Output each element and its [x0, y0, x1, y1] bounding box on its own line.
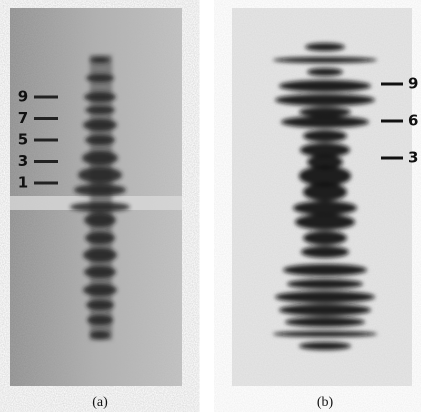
marker-label: 6: [408, 112, 418, 130]
marker-dash: [34, 182, 58, 185]
page: 97531 963 (a) (b) (() => { const data = …: [0, 0, 421, 412]
band: [299, 342, 351, 350]
marker-label: 3: [408, 149, 418, 167]
band: [70, 202, 130, 212]
band: [275, 94, 375, 106]
marker-label: 1: [18, 174, 28, 192]
band: [283, 264, 367, 276]
band: [84, 266, 116, 278]
band: [285, 317, 365, 327]
marker-label: 7: [18, 109, 28, 127]
panel-b: 9 6 3: [232, 8, 418, 386]
band: [90, 331, 110, 339]
band: [307, 68, 343, 76]
band: [305, 43, 345, 51]
marker-label: 9: [18, 88, 28, 106]
band: [83, 248, 117, 262]
band: [84, 92, 116, 102]
marker-dash: [34, 160, 58, 163]
band: [87, 315, 113, 325]
band: [303, 130, 347, 142]
marker-dash: [381, 120, 403, 123]
marker-dash: [34, 96, 58, 99]
marker-label: 3: [18, 152, 28, 170]
panel-a: 9 7 5 3 1: [10, 8, 182, 386]
marker-label: 9: [408, 75, 418, 93]
marker-dash: [381, 83, 403, 86]
band: [300, 143, 350, 157]
band: [85, 135, 115, 145]
band: [279, 80, 371, 92]
caption: (b): [317, 395, 334, 410]
band: [273, 331, 377, 337]
band: [85, 106, 115, 114]
marker-dash: [34, 117, 58, 120]
figure: 9 7 5 3 1 9 6 3 (a) (b): [0, 0, 421, 412]
caption: (a): [92, 395, 108, 410]
band: [84, 213, 116, 227]
band: [301, 246, 349, 258]
band: [83, 119, 117, 131]
band: [279, 304, 371, 316]
band: [74, 184, 126, 196]
band: [86, 74, 114, 82]
band: [281, 116, 369, 128]
band: [78, 167, 122, 183]
band: [85, 232, 115, 244]
band: [293, 201, 357, 215]
band: [86, 300, 114, 310]
band: [287, 279, 363, 289]
band: [82, 151, 118, 165]
band: [83, 284, 117, 296]
band: [303, 183, 347, 201]
band: [273, 57, 377, 63]
band: [90, 57, 110, 63]
band: [275, 291, 375, 303]
band: [303, 231, 347, 245]
marker-dash: [381, 157, 403, 160]
marker-label: 5: [18, 131, 28, 149]
band: [299, 107, 351, 117]
band: [295, 214, 355, 230]
marker-dash: [34, 139, 58, 142]
